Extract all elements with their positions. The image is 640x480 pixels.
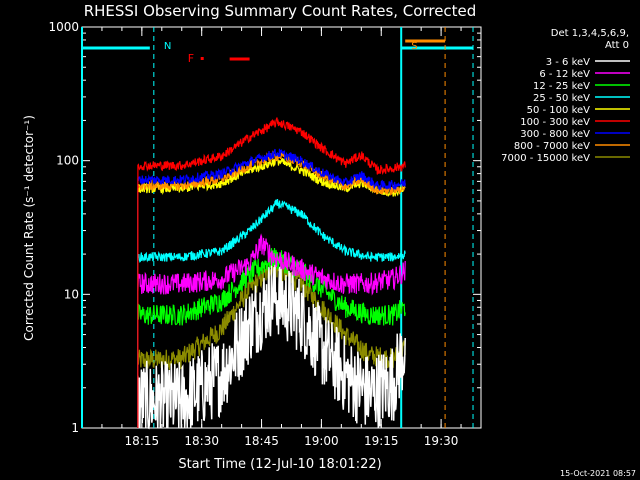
marker-label: N xyxy=(164,41,171,52)
y-tick-label: 10 xyxy=(64,287,79,301)
legend-label: 300 - 800 keV xyxy=(520,129,590,140)
legend-label: 6 - 12 keV xyxy=(539,69,590,80)
legend-label: 25 - 50 keV xyxy=(533,93,590,104)
legend-label: 50 - 100 keV xyxy=(527,105,591,116)
legend-label: 12 - 25 keV xyxy=(533,81,590,92)
marker-label: S xyxy=(411,41,417,52)
series-line xyxy=(137,117,406,428)
y-tick-label: 100 xyxy=(56,154,79,168)
x-tick-label: 19:00 xyxy=(304,434,339,448)
y-axis-label: Corrected Count Rate (s⁻¹ detector⁻¹) xyxy=(22,115,36,341)
series-line xyxy=(137,148,406,428)
legend-label: 800 - 7000 keV xyxy=(514,141,590,152)
legend-label: 3 - 6 keV xyxy=(546,57,590,68)
series-line xyxy=(137,198,406,428)
timestamp: 15-Oct-2021 08:57 xyxy=(560,469,636,478)
y-tick-label: 1000 xyxy=(48,20,79,34)
x-tick-label: 19:15 xyxy=(364,434,399,448)
plot-area: 1 10 100 1000 18:15 18:30 18:45 19:00 19:15 19:30… xyxy=(48,20,482,448)
x-tick-label: 18:45 xyxy=(244,434,279,448)
legend-header: Att 0 xyxy=(605,40,629,51)
x-tick-label: 19:30 xyxy=(424,434,459,448)
flare-label: F xyxy=(188,52,194,65)
x-tick-label: 18:15 xyxy=(125,434,160,448)
legend-header: Det 1,3,4,5,6,9, xyxy=(551,28,629,39)
legend-label: 7000 - 15000 keV xyxy=(501,153,590,164)
series-line xyxy=(137,233,406,428)
y-tick-label: 1 xyxy=(71,421,79,435)
legend-label: 100 - 300 keV xyxy=(520,117,590,128)
x-axis-label: Start Time (12-Jul-10 18:01:22) xyxy=(178,457,381,472)
x-tick-label: 18:30 xyxy=(184,434,219,448)
flare-dot xyxy=(200,57,204,60)
series-line xyxy=(137,259,406,430)
chart-title: RHESSI Observing Summary Count Rates, Co… xyxy=(84,2,477,20)
series-line xyxy=(137,156,406,428)
axes-frame xyxy=(81,26,482,429)
